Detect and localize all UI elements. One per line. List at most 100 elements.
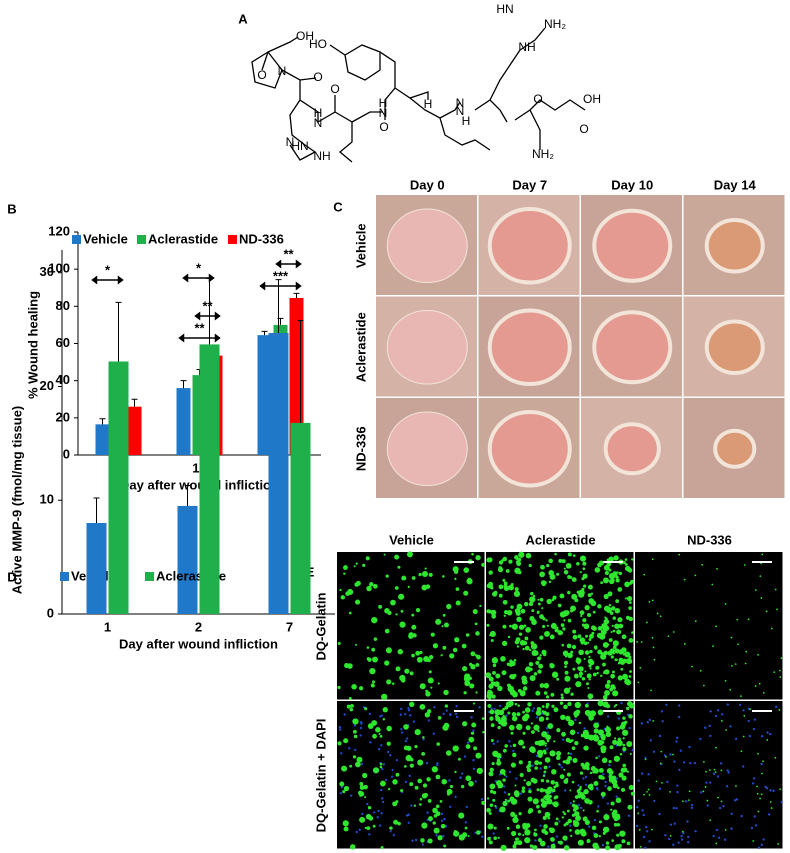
atom-label: N [456, 96, 465, 110]
dapi-dot [400, 728, 403, 731]
signal-dot [758, 682, 761, 685]
signal-dot [544, 794, 551, 801]
signal-dot [592, 842, 599, 849]
signal-dot [350, 703, 354, 708]
signal-dot [417, 759, 424, 766]
dapi-dot [644, 756, 647, 760]
signal-dot [382, 707, 388, 713]
dapi-dot [735, 798, 739, 801]
signal-dot [541, 705, 545, 708]
signal-dot [458, 834, 466, 841]
signal-dot [549, 634, 555, 640]
significance-label: ** [202, 298, 213, 313]
signal-dot [419, 803, 422, 806]
signal-dot [435, 811, 441, 817]
signal-dot [556, 572, 560, 576]
dapi-dot [637, 779, 640, 782]
signal-dot [626, 706, 630, 711]
signal-dot [440, 654, 443, 657]
signal-dot [419, 650, 423, 655]
signal-dot [669, 835, 672, 837]
dapi-dot [463, 755, 467, 758]
error-bar [184, 484, 191, 506]
dapi-dot [751, 782, 755, 785]
dapi-dot [738, 703, 742, 707]
signal-dot [348, 611, 352, 615]
column-header: Day 7 [512, 177, 547, 192]
signal-dot [495, 716, 501, 722]
signal-dot [608, 603, 612, 607]
signal-dot [488, 840, 493, 845]
signal-dot [564, 759, 571, 765]
x-tick-label: 2 [195, 619, 202, 634]
dapi-dot [377, 747, 381, 751]
signal-dot [687, 799, 690, 802]
signal-dot [462, 666, 468, 672]
dapi-dot [493, 707, 496, 711]
signal-dot [584, 625, 588, 629]
dapi-dot [684, 800, 688, 803]
signal-dot [442, 613, 446, 617]
dapi-dot [400, 731, 404, 734]
column-header: Vehicle [389, 532, 434, 547]
dapi-dot [548, 765, 551, 768]
signal-dot [516, 603, 523, 610]
signal-dot [583, 745, 589, 751]
signal-dot [495, 673, 501, 679]
signal-dot [531, 649, 538, 657]
y-tick-label: 20 [40, 378, 54, 393]
dapi-dot [340, 785, 344, 789]
signal-dot [588, 655, 591, 658]
dapi-dot [386, 750, 390, 754]
signal-dot [375, 727, 381, 733]
legend-swatch [228, 235, 237, 244]
signal-dot [551, 704, 555, 708]
signal-dot [539, 571, 545, 578]
signal-dot [543, 824, 548, 829]
signal-dot [610, 673, 616, 679]
signal-dot [509, 624, 512, 628]
signal-dot [535, 660, 540, 665]
signal-dot [486, 609, 491, 614]
dapi-dot [466, 741, 470, 744]
dapi-dot [369, 741, 372, 744]
signal-dot [515, 637, 521, 643]
dapi-dot [642, 835, 646, 839]
signal-dot [523, 624, 527, 628]
signal-dot [454, 577, 457, 580]
signal-dot [513, 590, 521, 598]
signal-dot [337, 685, 341, 690]
signal-dot [734, 663, 737, 666]
dapi-dot [716, 775, 720, 778]
dapi-dot [678, 715, 681, 719]
signal-dot [518, 624, 525, 630]
signal-dot [621, 729, 629, 736]
signal-dot [533, 724, 540, 731]
signal-dot [337, 641, 341, 645]
signal-dot [465, 744, 471, 749]
dapi-dot [760, 762, 763, 766]
atom-label: H [314, 106, 323, 120]
signal-dot [779, 676, 782, 678]
signal-dot [397, 648, 403, 655]
signal-dot [422, 736, 425, 739]
signal-dot [624, 563, 628, 566]
atom-label: OH [296, 29, 314, 43]
dapi-dot [686, 841, 690, 844]
signal-dot [502, 624, 507, 629]
y-tick-label: 0 [47, 605, 54, 620]
signal-dot [570, 834, 573, 837]
signal-dot [598, 820, 602, 824]
signal-dot [358, 686, 364, 691]
dapi-dot [355, 830, 358, 834]
signal-dot [624, 597, 627, 600]
signal-dot [720, 719, 723, 722]
dapi-dot [760, 735, 764, 738]
signal-dot [529, 596, 536, 603]
signal-dot [371, 680, 376, 684]
signal-dot [614, 844, 621, 851]
signal-dot [717, 796, 719, 799]
signal-dot [584, 650, 590, 655]
atom-label: N [278, 64, 287, 78]
dapi-dot [400, 707, 403, 711]
